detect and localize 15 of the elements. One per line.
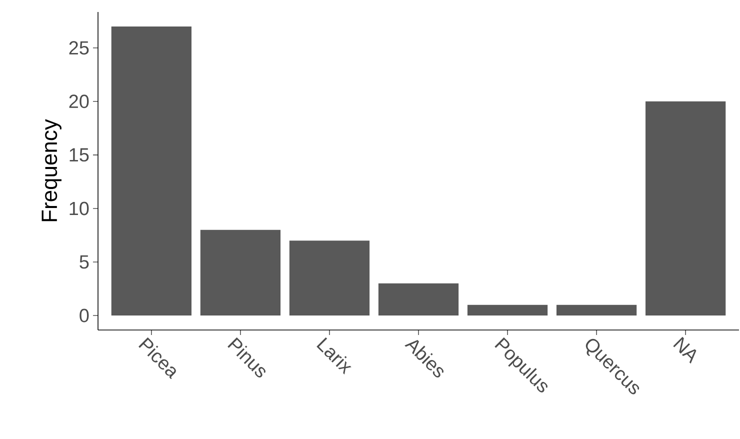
y-tick-label: 10 [70, 202, 89, 216]
bar [111, 26, 192, 316]
bar [556, 304, 637, 316]
y-tick-label: 20 [69, 94, 89, 108]
bar [646, 101, 726, 316]
bar [467, 304, 548, 316]
y-tick-label: 5 [80, 255, 89, 269]
bar [200, 230, 281, 316]
bar [378, 283, 459, 316]
bar [289, 240, 370, 316]
y-tick-label: 0 [80, 308, 89, 322]
y-tick-label: 15 [70, 148, 89, 162]
x-tick-label: NA [673, 336, 696, 364]
y-tick-label: 25 [69, 41, 89, 55]
y-axis-title: Frequency [42, 119, 62, 222]
